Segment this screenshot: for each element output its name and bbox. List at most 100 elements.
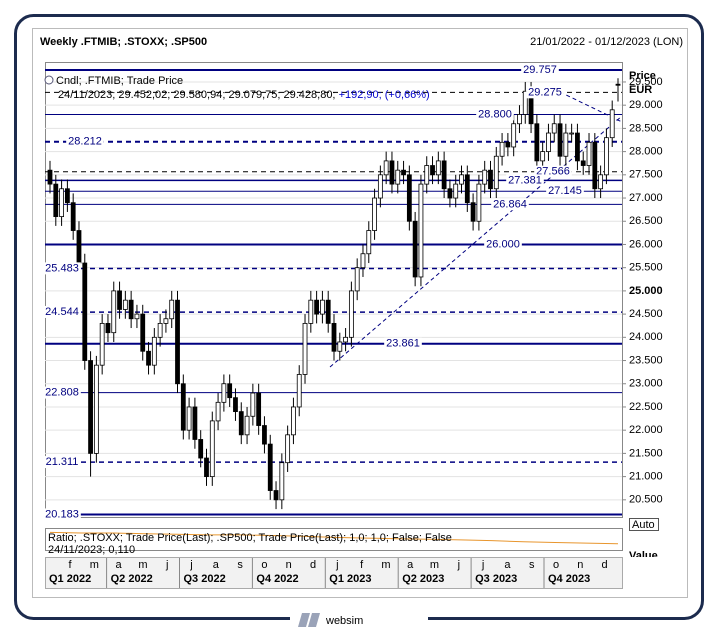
candle-body bbox=[447, 188, 453, 199]
candle-body bbox=[360, 253, 366, 269]
quarter-label: Q1 2023 bbox=[329, 573, 371, 585]
candle-body bbox=[227, 383, 233, 399]
currency: EUR bbox=[629, 84, 652, 96]
candle-body bbox=[575, 132, 580, 162]
candle-body bbox=[482, 169, 488, 185]
y-tick-label: 24.000 bbox=[629, 331, 663, 343]
change: +192,90; (+0,66%) bbox=[339, 89, 430, 101]
quarter-label: Q4 2023 bbox=[548, 573, 590, 585]
level-label: 26.864 bbox=[493, 198, 527, 210]
candle-body bbox=[348, 290, 354, 338]
candle-body bbox=[302, 322, 308, 375]
quarter-label: Q4 2022 bbox=[256, 573, 298, 585]
plot: 20.500 21.000 21.500 22.000 22.500 23.000 23.5… bbox=[43, 63, 663, 588]
candle-body bbox=[53, 183, 59, 218]
level-label: 29.275 bbox=[528, 86, 562, 98]
y-tick-label: 25.000 bbox=[629, 285, 663, 297]
candle-body bbox=[76, 230, 82, 264]
month-label: j bbox=[335, 559, 338, 571]
candle-body bbox=[285, 434, 291, 464]
candle-body bbox=[459, 174, 464, 185]
month-label: n bbox=[286, 559, 292, 571]
y-tick-label: 23.500 bbox=[629, 354, 663, 366]
y-tick-label: 22.000 bbox=[629, 424, 663, 436]
candle-body bbox=[470, 202, 476, 222]
month-label: m bbox=[381, 559, 390, 571]
y-tick-label: 27.500 bbox=[629, 169, 663, 181]
candle-body bbox=[331, 322, 337, 352]
candle-body bbox=[435, 160, 441, 176]
candle-body bbox=[412, 220, 418, 278]
candle-body bbox=[70, 202, 76, 231]
time-axis bbox=[45, 557, 623, 589]
month-label: n bbox=[577, 559, 583, 571]
logo: websim bbox=[290, 608, 428, 632]
month-label: f bbox=[68, 559, 72, 571]
ratio-line bbox=[49, 531, 619, 545]
candle-body bbox=[609, 109, 615, 139]
level-label: 21.311 bbox=[46, 456, 79, 468]
y-tick-label: 21.000 bbox=[629, 471, 663, 483]
candle-body bbox=[401, 169, 406, 176]
month-label: a bbox=[407, 559, 414, 571]
candle-body bbox=[198, 439, 204, 459]
quarter-label: Q3 2022 bbox=[184, 573, 226, 585]
candle-body bbox=[169, 299, 175, 320]
candle-body bbox=[424, 165, 430, 185]
level-label-bg bbox=[521, 63, 559, 76]
candle-body bbox=[93, 364, 99, 454]
ratio-last: 24/11/2023; 0,110 bbox=[48, 544, 135, 556]
y-tick-label: 28.500 bbox=[629, 122, 663, 134]
month-label: o bbox=[553, 559, 559, 571]
level-label-bg bbox=[526, 86, 564, 99]
candle-body bbox=[82, 262, 88, 361]
candle-body bbox=[146, 350, 151, 366]
candle-body bbox=[499, 141, 505, 157]
candle-body bbox=[180, 383, 186, 431]
candle-body bbox=[244, 415, 250, 436]
study-label: Cndl; .FTMIB; Trade Price bbox=[56, 75, 183, 87]
level-label: 27.566 bbox=[536, 166, 570, 178]
month-label: a bbox=[213, 559, 220, 571]
y-tick-label: 20.500 bbox=[629, 494, 663, 506]
brand: websim bbox=[325, 615, 363, 627]
candle-body bbox=[279, 462, 285, 501]
candle-body bbox=[291, 406, 296, 436]
candle-body bbox=[134, 313, 140, 320]
candle-body bbox=[453, 183, 459, 199]
quote-line: 24/11/2023; 29.452,02; 29.580,94; 29.079… bbox=[58, 89, 430, 101]
candle-body bbox=[256, 392, 262, 426]
logo-icon bbox=[298, 613, 320, 627]
candle-body bbox=[105, 322, 111, 334]
auto-box[interactable] bbox=[629, 518, 659, 531]
scale-mode[interactable]: Auto bbox=[632, 519, 655, 531]
y-tick-label: 26.000 bbox=[629, 238, 663, 250]
month-label: a bbox=[504, 559, 511, 571]
candle-body bbox=[262, 425, 267, 445]
month-label: s bbox=[237, 559, 243, 571]
candle-body bbox=[546, 132, 551, 153]
candle-body bbox=[377, 174, 383, 199]
candle-body bbox=[47, 169, 53, 185]
level-label-bg bbox=[43, 305, 81, 318]
candle-body bbox=[522, 90, 528, 115]
trend-line bbox=[329, 115, 623, 368]
date-range: 21/01/2022 - 01/12/2023 (LON) bbox=[530, 36, 683, 48]
month-label: m bbox=[90, 559, 99, 571]
level-label-bg bbox=[66, 135, 104, 148]
candle-body bbox=[204, 457, 209, 478]
y-tick-label: 28.000 bbox=[629, 146, 663, 158]
candle-body bbox=[267, 443, 273, 491]
candle-body bbox=[238, 411, 244, 436]
candle-body bbox=[476, 183, 482, 222]
level-label: 23.861 bbox=[386, 338, 420, 350]
candle-body bbox=[122, 299, 128, 310]
candle-body bbox=[598, 174, 604, 190]
candle-body bbox=[517, 114, 522, 125]
level-label-bg bbox=[484, 238, 522, 251]
month-label: m bbox=[430, 559, 439, 571]
level-label-bg bbox=[43, 386, 81, 399]
candle-body bbox=[592, 141, 598, 190]
candle-body bbox=[511, 123, 517, 148]
